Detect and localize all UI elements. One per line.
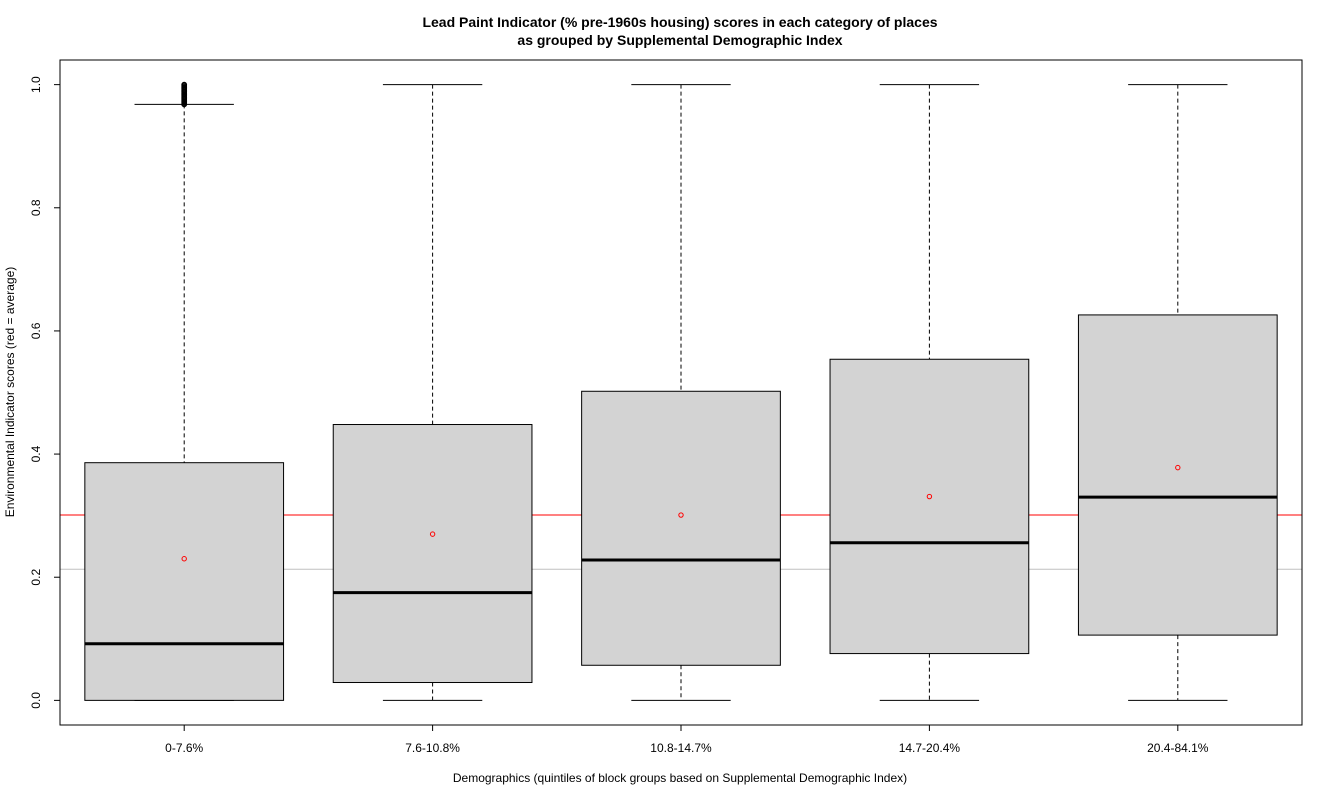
- x-axis-label: Demographics (quintiles of block groups …: [453, 771, 907, 785]
- mean-marker: [181, 556, 187, 562]
- y-axis: 0.0 0.2 0.4 0.6 0.8 1.0: [29, 76, 61, 709]
- x-tick-label: 10.8-14.7%: [650, 741, 712, 755]
- x-tick-label: 14.7-20.4%: [899, 741, 961, 755]
- mean-marker: [678, 512, 684, 518]
- box: [829, 358, 1030, 655]
- y-axis-label: Environmental Indicator scores (red = av…: [3, 267, 17, 517]
- x-axis: 0-7.6% 7.6-10.8% 10.8-14.7% 14.7-20.4% 20.4-…: [165, 724, 1209, 755]
- plot-area: [60, 81, 1302, 701]
- box-group: [581, 84, 781, 701]
- mean-marker: [429, 531, 436, 537]
- chart-subtitle: as grouped by Supplemental Demographic I…: [517, 32, 842, 48]
- x-tick-label: 20.4-84.1%: [1147, 741, 1209, 755]
- chart-title: Lead Paint Indicator (% pre-1960s housin…: [422, 14, 937, 30]
- y-tick-label: 0.4: [29, 445, 43, 462]
- mean-marker: [926, 493, 933, 500]
- outlier-point: [181, 81, 188, 88]
- y-tick-label: 0.8: [29, 199, 43, 216]
- y-tick-label: 0.6: [29, 322, 43, 339]
- box: [581, 390, 781, 666]
- box: [84, 462, 285, 701]
- y-tick-label: 1.0: [29, 76, 43, 93]
- x-tick-label: 7.6-10.8%: [405, 741, 460, 755]
- x-tick-label: 0-7.6%: [165, 741, 203, 755]
- box-group: [829, 84, 1030, 701]
- box-group: [84, 81, 285, 701]
- box-group: [1077, 84, 1278, 701]
- y-tick-label: 0.0: [29, 692, 43, 709]
- mean-marker: [1175, 464, 1181, 471]
- y-tick-label: 0.2: [29, 569, 43, 586]
- box: [332, 424, 533, 684]
- box: [1077, 314, 1278, 636]
- box-group: [332, 84, 533, 701]
